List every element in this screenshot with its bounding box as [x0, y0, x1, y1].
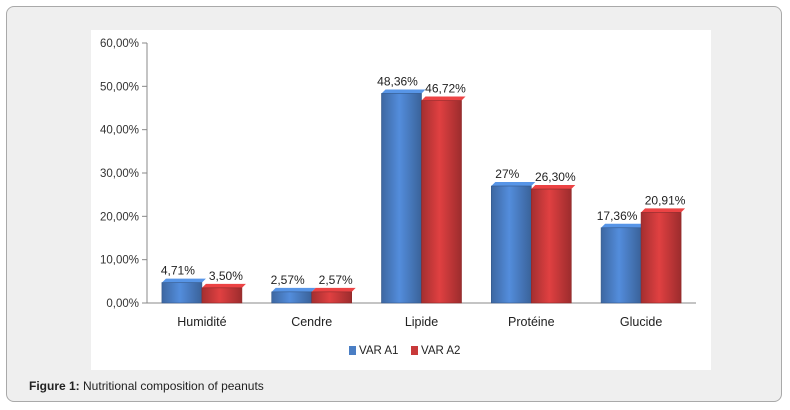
- category-label: Lipide: [405, 315, 438, 329]
- y-tick-label: 0,00%: [106, 298, 139, 310]
- data-label: 48,36%: [377, 74, 418, 88]
- bar: [530, 188, 572, 304]
- category-label: Cendre: [291, 315, 332, 329]
- bar-top: [311, 287, 356, 292]
- data-label: 3,50%: [209, 269, 243, 283]
- bar-top: [381, 89, 426, 94]
- bar-top: [271, 287, 316, 292]
- bar: [490, 185, 532, 304]
- bar: [600, 227, 642, 304]
- bar-top: [491, 182, 536, 186]
- y-tick-label: 30,00%: [100, 168, 139, 180]
- y-tick-label: 60,00%: [100, 38, 139, 50]
- caption-label: Figure 1:: [29, 379, 80, 393]
- bar: [640, 212, 682, 304]
- data-label: 27%: [495, 167, 519, 181]
- bar-top: [641, 208, 686, 213]
- data-label: 46,72%: [425, 82, 466, 96]
- bar: [201, 287, 243, 304]
- bar: [161, 282, 203, 304]
- legend-swatch: [349, 346, 356, 355]
- y-tick-label: 50,00%: [100, 81, 139, 93]
- bar-top: [161, 278, 206, 283]
- bar: [421, 100, 462, 304]
- bar: [311, 291, 352, 304]
- data-label: 20,91%: [645, 193, 686, 207]
- data-label: 26,30%: [535, 170, 576, 184]
- bar: [381, 93, 422, 304]
- bar-chart: 0,00% 10,00% 20,00% 30,00% 40,00% 50,00% 60,00…: [100, 38, 696, 357]
- y-tick-label: 20,00%: [100, 211, 139, 223]
- data-label: 2,57%: [319, 273, 353, 287]
- caption-text: Nutritional composition of peanuts: [83, 379, 264, 393]
- bar: [271, 291, 312, 304]
- y-tick-label: 40,00%: [100, 125, 139, 137]
- category-label: Glucide: [620, 315, 662, 329]
- data-label: 4,71%: [161, 264, 195, 278]
- figure-frame: 0,00% 10,00% 20,00% 30,00% 40,00% 50,00% 60,00…: [6, 6, 782, 402]
- chart-panel: 0,00% 10,00% 20,00% 30,00% 40,00% 50,00% 60,00…: [91, 30, 711, 370]
- legend-swatch: [411, 346, 418, 355]
- legend-label: VAR A2: [421, 345, 460, 357]
- y-tick-label: 10,00%: [100, 255, 139, 267]
- category-label: Protéine: [508, 315, 555, 329]
- legend-label: VAR A1: [359, 345, 398, 357]
- data-label: 17,36%: [597, 209, 638, 223]
- bar-top: [421, 96, 466, 101]
- category-label: Humidité: [177, 315, 226, 329]
- data-label: 2,57%: [271, 273, 305, 287]
- bar-top: [201, 283, 246, 288]
- bar-top: [531, 185, 576, 190]
- bar-top: [601, 223, 646, 228]
- figure-caption: Figure 1: Nutritional composition of pea…: [29, 379, 264, 393]
